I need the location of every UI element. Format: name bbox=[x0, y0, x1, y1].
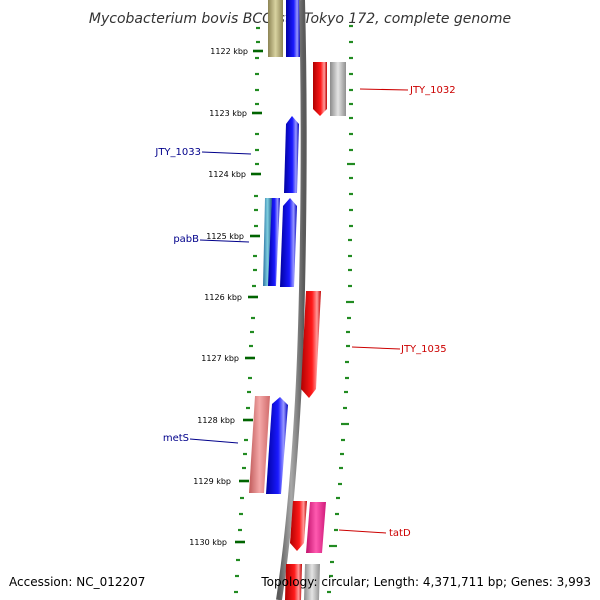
genome-backbone bbox=[276, 0, 307, 600]
gene-label-jty1033: JTY_1033 bbox=[154, 147, 201, 158]
gene-block-jty1033 bbox=[284, 116, 299, 193]
scale-labels: 1122 kbp 1123 kbp 1124 kbp 1125 kbp 1126… bbox=[189, 47, 248, 547]
gene-block-jty1035 bbox=[301, 291, 321, 398]
scale-label: 1127 kbp bbox=[201, 354, 239, 363]
scale-label: 1124 kbp bbox=[208, 170, 246, 179]
gene-block-magenta bbox=[306, 502, 326, 553]
gene-block-grey bbox=[330, 62, 346, 116]
gene-label-jty1032: JTY_1032 bbox=[409, 85, 456, 96]
gene-label-tatd: tatD bbox=[389, 528, 411, 539]
gene-block-jty1032 bbox=[313, 62, 327, 116]
major-ticks bbox=[235, 49, 263, 544]
reverse-strand-genes bbox=[249, 0, 300, 494]
outer-tick-ring bbox=[327, 24, 355, 594]
scale-label: 1130 kbp bbox=[189, 538, 227, 547]
gene-block-mets bbox=[266, 397, 288, 494]
accession-text: Accession: NC_012207 bbox=[9, 575, 145, 589]
gene-block-olive bbox=[268, 0, 283, 57]
scale-label: 1129 kbp bbox=[193, 477, 231, 486]
scale-label: 1128 kbp bbox=[197, 416, 235, 425]
gene-callouts: JTY_1032 JTY_1033 pabB JTY_1035 metS tat… bbox=[154, 85, 455, 539]
gene-block-pabb bbox=[268, 198, 280, 286]
gene-block-tatd bbox=[290, 501, 307, 551]
gene-block-blue-top bbox=[286, 0, 300, 57]
scale-label: 1123 kbp bbox=[209, 109, 247, 118]
forward-strand-genes bbox=[285, 62, 346, 600]
scale-label: 1122 kbp bbox=[210, 47, 248, 56]
genome-summary-text: Topology: circular; Length: 4,371,711 bp… bbox=[260, 575, 591, 589]
gene-label-mets: metS bbox=[163, 433, 189, 444]
scale-label: 1126 kbp bbox=[204, 293, 242, 302]
gene-block-grey-bottom bbox=[304, 564, 320, 600]
gene-block-red-bottom bbox=[285, 564, 302, 600]
gene-block-salmon bbox=[249, 396, 270, 493]
gene-block-blue-mid bbox=[280, 198, 297, 287]
gene-label-jty1035: JTY_1035 bbox=[400, 344, 447, 355]
scale-label: 1125 kbp bbox=[206, 232, 244, 241]
inner-tick-ring bbox=[234, 26, 260, 594]
gene-label-pabb: pabB bbox=[173, 234, 199, 245]
